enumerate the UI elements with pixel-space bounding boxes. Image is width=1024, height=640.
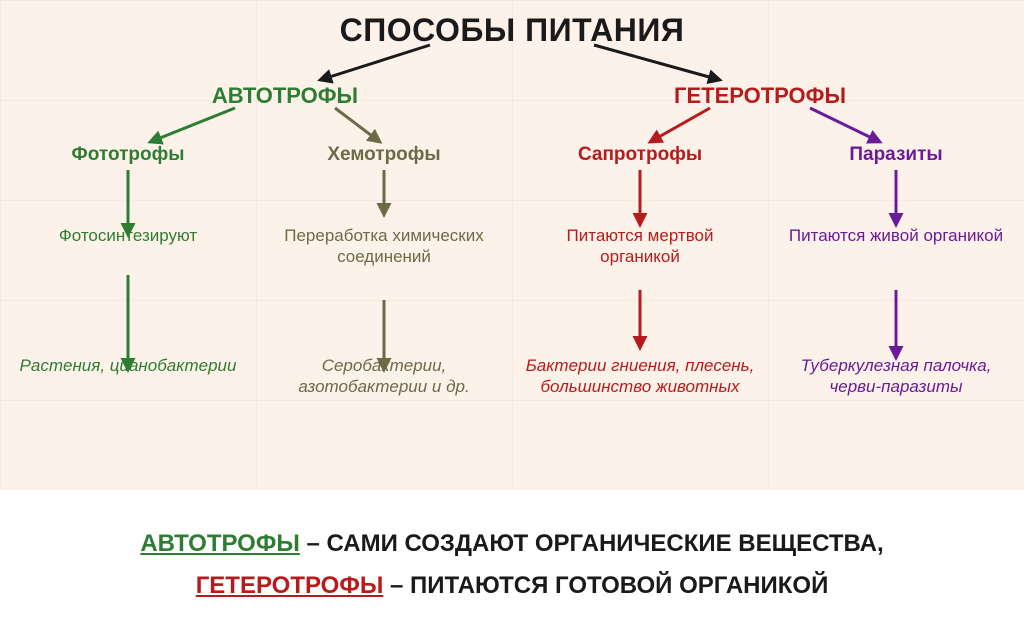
footer-term-heterotroph: ГЕТЕРОТРОФЫ bbox=[196, 572, 384, 599]
footer-term-autotroph: АВТОТРОФЫ bbox=[140, 530, 299, 557]
col2-heading: Сапротрофы bbox=[525, 143, 755, 167]
node-autotroph: АВТОТРОФЫ bbox=[155, 82, 415, 110]
footer-definitions: АВТОТРОФЫ – САМИ СОЗДАЮТ ОРГАНИЧЕСКИЕ ВЕ… bbox=[0, 490, 1024, 640]
col0-desc: Фотосинтезируют bbox=[13, 225, 243, 246]
diagram-title: СПОСОБЫ ПИТАНИЯ bbox=[212, 10, 812, 50]
col0-example: Растения, цианобактерии bbox=[13, 355, 243, 376]
col1-example: Серобактерии, азотобактерии и др. bbox=[269, 355, 499, 398]
col3-heading: Паразиты bbox=[781, 143, 1011, 167]
col2-desc: Питаются мертвой органикой bbox=[525, 225, 755, 268]
footer-rest-autotroph: – САМИ СОЗДАЮТ ОРГАНИЧЕСКИЕ ВЕЩЕСТВА, bbox=[300, 530, 884, 557]
col2-example: Бактерии гниения, плесень, большинство ж… bbox=[525, 355, 755, 398]
col3-example: Туберкулезная палочка, черви-паразиты bbox=[781, 355, 1011, 398]
diagram-canvas: СПОСОБЫ ПИТАНИЯ АВТОТРОФЫ ГЕТЕРОТРОФЫ Фо… bbox=[0, 0, 1024, 490]
footer-rest-heterotroph: – ПИТАЮТСЯ ГОТОВОЙ ОРГАНИКОЙ bbox=[383, 572, 828, 599]
node-heterotroph: ГЕТЕРОТРОФЫ bbox=[630, 82, 890, 110]
col3-desc: Питаются живой органикой bbox=[781, 225, 1011, 246]
col1-desc: Переработка химических соединений bbox=[269, 225, 499, 268]
col1-heading: Хемотрофы bbox=[269, 143, 499, 167]
footer-line-heterotroph: ГЕТЕРОТРОФЫ – ПИТАЮТСЯ ГОТОВОЙ ОРГАНИКОЙ bbox=[196, 572, 829, 600]
col0-heading: Фототрофы bbox=[13, 143, 243, 167]
footer-line-autotroph: АВТОТРОФЫ – САМИ СОЗДАЮТ ОРГАНИЧЕСКИЕ ВЕ… bbox=[140, 530, 883, 558]
